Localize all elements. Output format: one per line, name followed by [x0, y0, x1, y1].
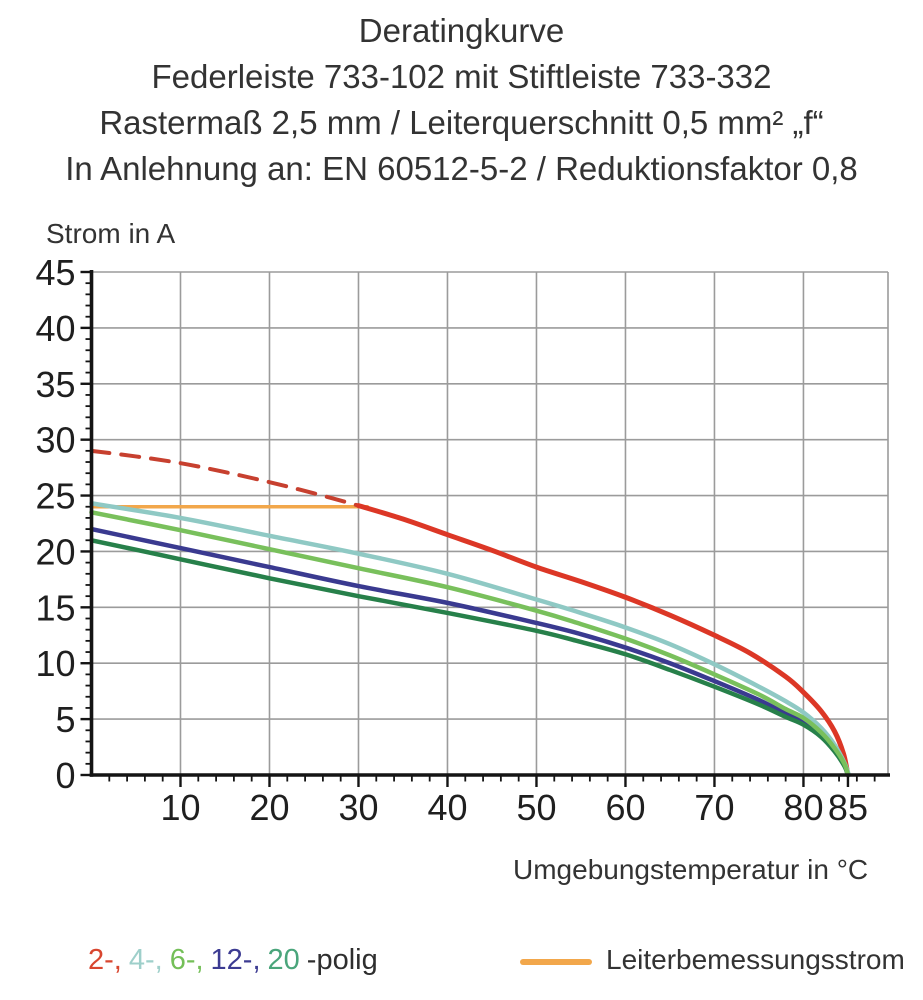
tick-marks: [80, 270, 876, 787]
x-tick-label: 80: [783, 787, 823, 828]
y-tick-label: 30: [35, 420, 75, 461]
y-tick-label: 25: [35, 476, 75, 517]
poles-legend-suffix: -polig: [306, 944, 378, 976]
rated-current-legend-label: Leiterbemessungsstrom: [606, 944, 905, 975]
y-tick-label: 35: [35, 364, 75, 405]
tick-labels: 0 5 10 15 20 25 30 35 40 45 10 20 30 40 50 60 70 80 85: [35, 252, 868, 828]
curve-6-polig: [89, 510, 851, 778]
y-tick-label: 10: [35, 643, 75, 684]
poles-legend-items: 2-, 4-, 6-, 12-, 20: [88, 944, 307, 976]
legend-pole-20: 20: [267, 944, 300, 976]
poles-legend: 2-, 4-, 6-, 12-, 20 -polig: [88, 944, 378, 977]
legend-pole-4: 4-,: [128, 944, 163, 976]
x-tick-label: 85: [828, 787, 868, 828]
title-block: Deratingkurve Federleiste 733-102 mit St…: [0, 8, 923, 192]
y-tick-label: 15: [35, 587, 75, 628]
y-tick-label: 5: [55, 699, 75, 740]
chart-subtitle-norm: In Anlehnung an: EN 60512-5-2 / Reduktio…: [65, 150, 858, 187]
x-tick-label: 70: [694, 787, 734, 828]
y-tick-label: 20: [35, 531, 75, 572]
legend-pole-2: 2-,: [88, 944, 122, 976]
curve-20-polig: [89, 538, 851, 778]
x-axis-label: Umgebungstemperatur in °C: [513, 854, 869, 885]
x-tick-label: 40: [427, 787, 467, 828]
rated-current-line-swatch: [520, 959, 592, 965]
y-axis-label: Strom in A: [46, 218, 176, 249]
y-tick-label: 40: [35, 308, 75, 349]
chart-title: Deratingkurve: [358, 12, 565, 49]
curve-2-polig-oberhalb-leiterbemessungsstrom-gestrichelt-: [89, 448, 361, 508]
x-tick-label: 50: [516, 787, 556, 828]
y-tick-label: 45: [35, 252, 75, 293]
axes: [89, 270, 890, 777]
legend-pole-12: 12-,: [210, 944, 261, 976]
x-tick-label: 30: [338, 787, 378, 828]
legend-pole-6: 6-,: [169, 944, 204, 976]
gridlines: [91, 271, 889, 775]
x-tick-label: 20: [249, 787, 289, 828]
chart-subtitle-spec: Rastermaß 2,5 mm / Leiterquerschnitt 0,5…: [99, 104, 824, 141]
curve-4-polig: [89, 501, 852, 778]
curve-2-polig: [355, 503, 851, 778]
x-tick-label: 10: [160, 787, 200, 828]
y-tick-label: 0: [55, 755, 75, 796]
chart-subtitle-parts: Federleiste 733-102 mit Stiftleiste 733-…: [151, 58, 772, 95]
x-tick-label: 60: [605, 787, 645, 828]
curves: [89, 448, 852, 778]
rated-current-legend: Leiterbemessungsstrom: [520, 944, 905, 976]
